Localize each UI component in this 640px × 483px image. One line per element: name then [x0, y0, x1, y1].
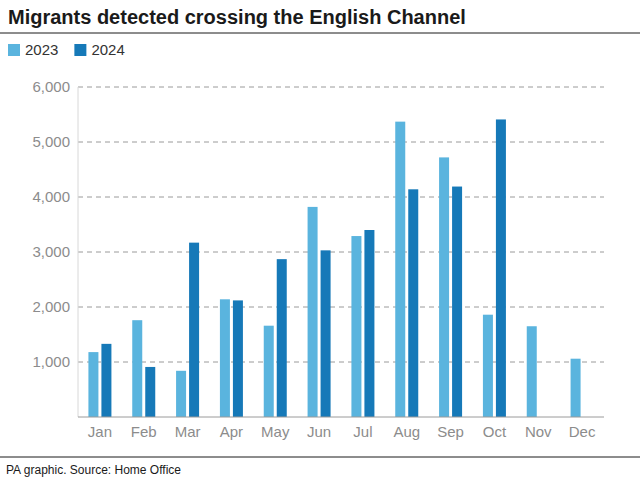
x-tick-label: Apr	[220, 423, 243, 440]
x-tick-label: Dec	[569, 423, 596, 440]
grid-line	[78, 252, 604, 253]
x-tick-label: May	[261, 423, 290, 440]
x-tick-label: Nov	[525, 423, 552, 440]
bar	[220, 299, 230, 417]
bar	[408, 189, 418, 417]
bar	[233, 300, 243, 417]
y-axis-line	[78, 87, 79, 417]
grid-line	[78, 307, 604, 308]
bar	[395, 122, 405, 417]
bar	[101, 344, 111, 417]
grid-line	[78, 142, 604, 143]
bar	[364, 230, 374, 417]
legend-swatch	[8, 44, 20, 56]
bar	[351, 236, 361, 417]
x-tick-label: Sep	[437, 423, 464, 440]
x-axis: Jan Feb Mar Apr May Jun Jul Aug Sep Oct Nov Dec	[88, 423, 596, 440]
grid-line	[78, 197, 604, 198]
bar	[176, 371, 186, 417]
title-rule	[0, 33, 640, 34]
y-tick-label: 3,000	[32, 243, 70, 260]
x-tick-label: Jun	[307, 423, 331, 440]
legend-swatch	[74, 44, 86, 56]
bar	[277, 259, 287, 417]
bar	[264, 326, 274, 417]
bar	[452, 187, 462, 417]
bar	[571, 359, 581, 417]
bar	[145, 367, 155, 417]
x-tick-label: Feb	[131, 423, 157, 440]
source: PA graphic. Source: Home Office	[6, 463, 181, 477]
bar	[189, 243, 199, 417]
chart: Migrants detected crossing the English C…	[0, 0, 640, 483]
y-tick-label: 5,000	[32, 133, 70, 150]
bar	[483, 315, 493, 417]
y-axis: 1,000 2,000 3,000 4,000 5,000 6,000	[32, 78, 604, 417]
bar	[88, 352, 98, 417]
title: Migrants detected crossing the English C…	[8, 6, 466, 28]
y-tick-label: 4,000	[32, 188, 70, 205]
x-axis-line	[78, 417, 604, 418]
legend-label: 2023	[25, 41, 58, 58]
bar	[527, 326, 537, 417]
bar	[439, 157, 449, 417]
grid-line	[78, 362, 604, 363]
grid-line	[78, 87, 604, 88]
source-rule	[0, 457, 640, 458]
bar	[496, 119, 506, 417]
x-tick-label: Aug	[393, 423, 420, 440]
legend: 2023 2024	[8, 41, 125, 58]
y-tick-label: 2,000	[32, 298, 70, 315]
bar	[308, 207, 318, 417]
x-tick-label: Oct	[483, 423, 507, 440]
legend-label: 2024	[91, 41, 124, 58]
bars	[88, 119, 580, 417]
y-tick-label: 1,000	[32, 353, 70, 370]
y-tick-label: 6,000	[32, 78, 70, 95]
x-tick-label: Jul	[353, 423, 372, 440]
bar	[132, 320, 142, 417]
x-tick-label: Mar	[175, 423, 201, 440]
bar	[321, 250, 331, 417]
x-tick-label: Jan	[88, 423, 112, 440]
